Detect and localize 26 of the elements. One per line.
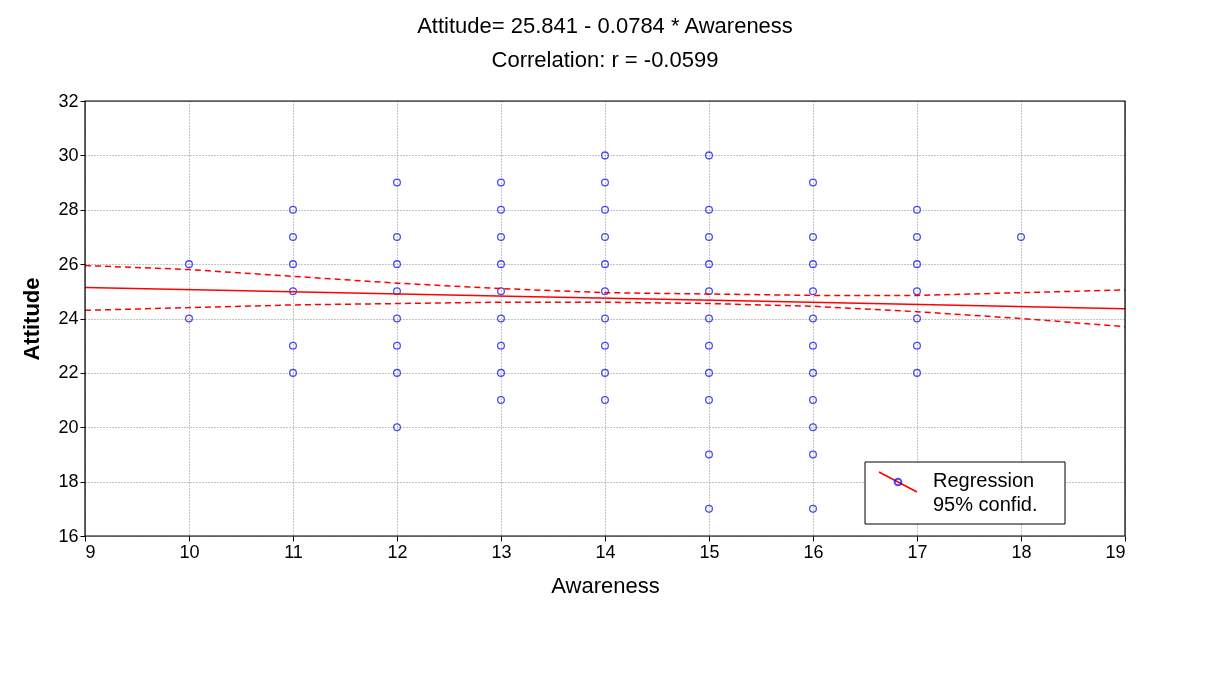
y-tick-label: 30 — [58, 144, 79, 165]
annotation: 95% confid. — [933, 493, 1038, 515]
x-tick-label: 12 — [387, 541, 408, 562]
x-tick-label: 13 — [491, 541, 512, 562]
x-tick-label: 15 — [699, 541, 720, 562]
chart-title: Attitude= 25.841 - 0.0784 * Awareness — [417, 13, 793, 38]
y-tick-label: 24 — [58, 308, 79, 328]
x-tick-label: 10 — [179, 541, 200, 562]
y-tick-label: 22 — [58, 362, 79, 383]
x-tick-label: 11 — [284, 541, 303, 562]
x-tick-label: 19 — [1105, 541, 1126, 562]
y-tick-label: 20 — [58, 416, 79, 437]
x-tick-label: 17 — [907, 541, 928, 562]
x-axis-title: Awareness — [551, 572, 660, 598]
y-tick-label: 32 — [58, 90, 79, 111]
legend-label: Regression — [933, 469, 1035, 491]
y-tick-label: 18 — [58, 471, 79, 492]
y-tick-label: 26 — [58, 253, 79, 274]
x-tick-label: 14 — [595, 541, 616, 562]
x-tick-label: 9 — [85, 541, 96, 562]
chart-subtitle: Correlation: r = -0.0599 — [491, 47, 719, 72]
y-axis-title: Attitude — [19, 277, 45, 361]
x-tick-label: 16 — [803, 541, 824, 562]
y-tick-label: 28 — [58, 199, 79, 220]
y-tick-label: 16 — [58, 525, 79, 546]
x-tick-label: 18 — [1011, 541, 1032, 562]
